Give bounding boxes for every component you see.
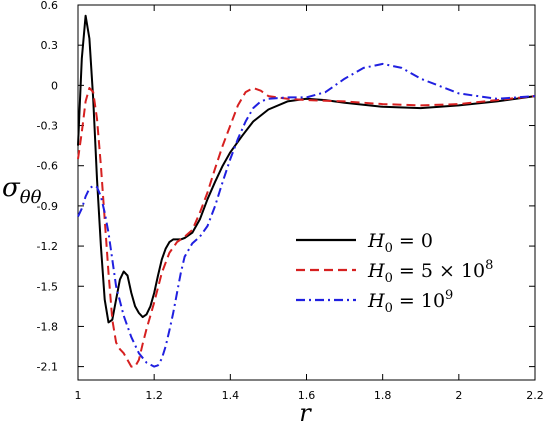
x-tick-label: 1.6 bbox=[298, 389, 316, 402]
y-tick-label: -0.9 bbox=[37, 200, 58, 213]
x-tick-label: 1.8 bbox=[374, 389, 392, 402]
legend-label-subscript: 0 bbox=[385, 271, 393, 286]
series-line-2 bbox=[77, 62, 536, 368]
x-tick-label: 1.4 bbox=[222, 389, 240, 402]
y-tick-label: -0.3 bbox=[37, 120, 58, 133]
legend-label-rest: = 10 bbox=[393, 290, 445, 312]
x-tick-label: 1.2 bbox=[145, 389, 163, 402]
legend-label-rest: = 0 bbox=[393, 230, 433, 252]
y-tick-label: -0.6 bbox=[37, 160, 58, 173]
y-tick-label: -1.2 bbox=[37, 240, 58, 253]
y-tick-label: -1.8 bbox=[37, 320, 58, 333]
legend-label-rest: = 5 × 10 bbox=[393, 260, 485, 282]
legend-label-main: H bbox=[367, 290, 385, 312]
legend-label-subscript: 0 bbox=[385, 301, 393, 316]
legend-label-main: H bbox=[367, 260, 385, 282]
legend-label-main: H bbox=[367, 230, 385, 252]
legend-label-subscript: 0 bbox=[385, 241, 393, 256]
legend-label-1: H0 = 5 × 108 bbox=[367, 258, 493, 286]
x-tick-label: 2.2 bbox=[526, 389, 544, 402]
legend-label-superscript: 9 bbox=[445, 288, 453, 303]
y-axis-title-main: σ bbox=[2, 173, 21, 203]
x-axis-ticks: 1 1.2 1.4 1.6 1.8 2 2.2 bbox=[75, 5, 544, 402]
x-tick-label: 2 bbox=[455, 389, 462, 402]
y-axis-ticks: 0.6 0.3 0 -0.3 -0.6 -0.9 -1.2 -1.5 -1.8 -2.1 bbox=[37, 0, 535, 374]
y-axis-title: σθθ bbox=[2, 173, 42, 208]
y-tick-label: -2.1 bbox=[37, 361, 58, 374]
series-layer bbox=[77, 14, 536, 368]
series-line-1 bbox=[77, 87, 536, 368]
legend-label-0: H0 = 0 bbox=[367, 230, 433, 256]
plot-frame bbox=[77, 4, 536, 381]
y-tick-label: 0.3 bbox=[41, 39, 59, 52]
series-line-0 bbox=[77, 14, 536, 324]
legend-label-superscript: 8 bbox=[485, 258, 493, 273]
y-tick-label: 0.6 bbox=[41, 0, 59, 12]
y-tick-label: 0 bbox=[51, 79, 58, 92]
legend-label-2: H0 = 109 bbox=[367, 288, 453, 316]
y-axis-title-subscript: θθ bbox=[20, 187, 42, 208]
y-tick-label: -1.5 bbox=[37, 280, 58, 293]
x-axis-title: r bbox=[299, 399, 312, 427]
x-tick-label: 1 bbox=[75, 389, 82, 402]
